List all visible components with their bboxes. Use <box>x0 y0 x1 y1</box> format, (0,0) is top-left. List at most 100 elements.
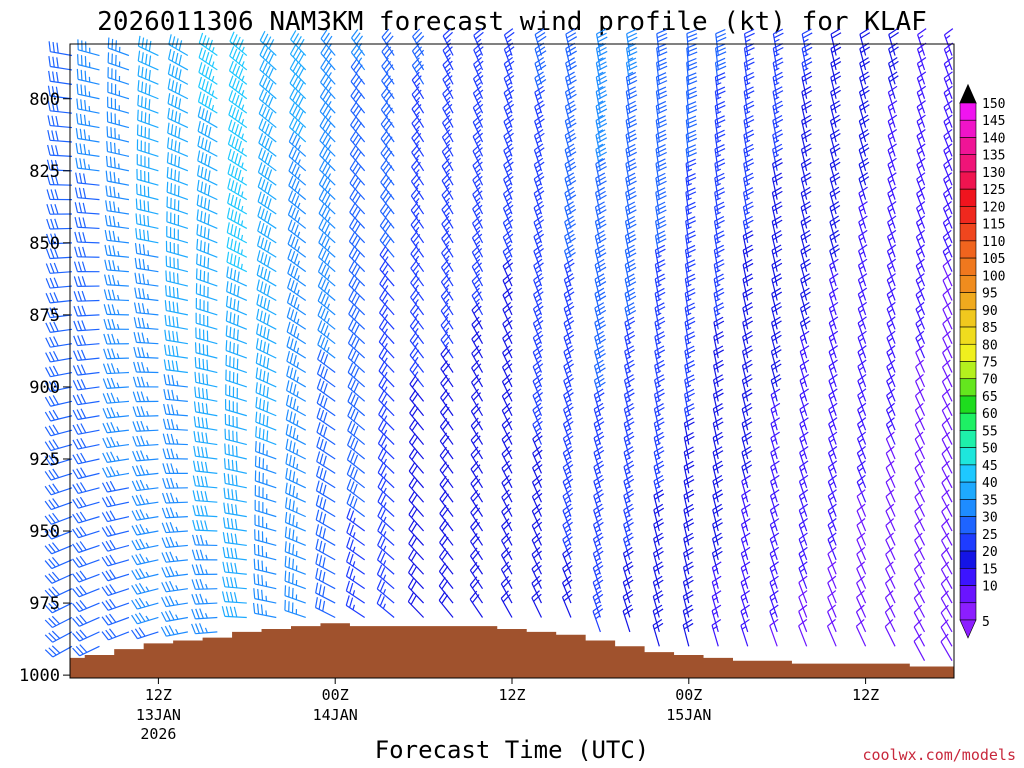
wind-barb <box>284 511 306 532</box>
wind-barb <box>44 380 73 393</box>
colorbar-swatch <box>959 395 977 414</box>
wind-barb <box>72 408 100 421</box>
wind-barb <box>167 122 189 143</box>
wind-barb <box>740 546 751 575</box>
colorbar-label: 80 <box>982 338 998 353</box>
wind-barb <box>194 357 218 374</box>
wind-barb <box>622 532 634 561</box>
wind-barb <box>914 503 926 532</box>
wind-barb <box>858 85 870 114</box>
wind-barb <box>562 445 574 474</box>
wind-barb <box>533 215 545 244</box>
wind-barb <box>887 71 899 99</box>
wind-barb <box>132 376 159 388</box>
wind-barb <box>441 143 454 172</box>
wind-barb <box>654 359 665 388</box>
wind-barb <box>161 566 188 578</box>
wind-barb <box>943 85 953 114</box>
wind-barb <box>44 542 73 555</box>
wind-barb <box>193 445 218 460</box>
wind-barb <box>592 561 604 589</box>
wind-barb <box>319 87 336 114</box>
wind-barb <box>72 541 100 554</box>
wind-barb <box>711 546 723 575</box>
wind-barb <box>134 287 159 302</box>
wind-barb <box>377 535 395 561</box>
wind-barb <box>133 361 159 374</box>
wind-barb <box>197 120 218 143</box>
wind-barb <box>288 161 307 186</box>
wind-barb <box>533 229 545 258</box>
wind-barb <box>316 422 336 446</box>
wind-barb <box>653 503 665 532</box>
wind-barb <box>470 533 484 561</box>
wind-barb <box>226 236 248 258</box>
wind-barb <box>317 261 336 287</box>
wind-barb <box>625 201 637 229</box>
wind-barb <box>624 215 637 243</box>
wind-barb <box>317 349 336 374</box>
wind-barb <box>913 619 926 647</box>
wind-barb <box>563 402 574 431</box>
wind-barb <box>563 287 575 316</box>
wind-barb <box>77 39 100 57</box>
wind-barb <box>348 319 366 345</box>
wind-barb <box>654 374 665 402</box>
wind-barb <box>592 518 604 546</box>
wind-barb <box>136 183 159 201</box>
wind-barb <box>914 532 926 561</box>
wind-barb <box>258 133 277 157</box>
wind-barb <box>829 201 841 229</box>
wind-barb <box>653 518 664 546</box>
wind-barb <box>683 431 695 460</box>
wind-barb <box>347 420 366 446</box>
wind-barb <box>102 363 129 375</box>
colorbar-label: 100 <box>982 269 1005 284</box>
wind-barb <box>44 483 73 496</box>
wind-barb <box>44 645 73 658</box>
wind-barb <box>655 172 667 200</box>
wind-barb <box>684 288 696 315</box>
wind-barb <box>915 373 926 402</box>
wind-barb <box>741 417 753 445</box>
wind-barb <box>503 114 515 143</box>
wind-barb <box>72 511 100 524</box>
wind-barb <box>74 246 100 258</box>
colorbar-swatch <box>959 343 977 362</box>
wind-barb <box>75 113 100 129</box>
wind-barb <box>376 579 395 604</box>
wind-barb <box>943 114 953 143</box>
wind-barb <box>769 604 779 633</box>
wind-barb <box>685 216 696 243</box>
wind-barb <box>742 215 754 243</box>
wind-barb <box>439 446 454 474</box>
wind-barb <box>287 263 307 287</box>
wind-barb <box>942 330 953 359</box>
wind-barb <box>44 424 73 437</box>
colorbar-label: 95 <box>982 287 998 302</box>
wind-barb <box>408 563 425 590</box>
wind-barb <box>254 470 277 489</box>
wind-barb <box>829 129 841 157</box>
wind-barb <box>105 185 130 201</box>
wind-barb <box>592 546 604 575</box>
wind-barb <box>594 201 607 229</box>
wind-barb <box>47 115 73 129</box>
wind-barb <box>941 374 953 402</box>
wind-barb <box>380 115 395 143</box>
colorbar-swatch <box>959 275 977 293</box>
colorbar-label: 35 <box>982 493 998 508</box>
wind-barb <box>226 251 248 273</box>
wind-barb <box>380 101 395 128</box>
wind-barb <box>942 258 953 287</box>
wind-barb <box>193 416 218 431</box>
wind-barb <box>227 134 248 157</box>
wind-barb <box>684 374 695 402</box>
wind-barb <box>533 143 545 171</box>
wind-barb <box>133 302 159 316</box>
wind-barb <box>381 72 395 100</box>
wind-barb <box>258 89 277 114</box>
wind-barb <box>886 330 896 359</box>
wind-barb <box>252 602 277 619</box>
wind-barb <box>714 187 726 215</box>
